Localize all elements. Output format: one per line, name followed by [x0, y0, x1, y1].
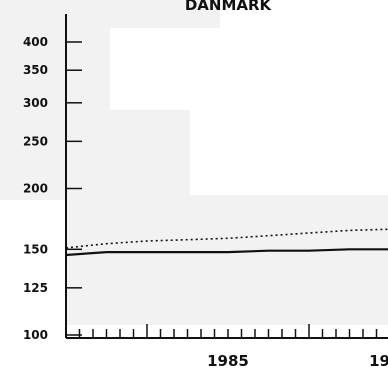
chart-title: DANMARK	[185, 0, 273, 14]
y-tick-label-200: 200	[23, 182, 48, 196]
y-tick-label-150: 150	[23, 242, 48, 256]
y-tick-label-300: 300	[23, 96, 48, 110]
y-tick-label-100: 100	[23, 328, 48, 342]
x-axis: 1985198619871988	[65, 324, 388, 370]
y-axis: 100 125 150 200 250 300 350 400	[23, 14, 82, 342]
y-tick-label-400: 400	[23, 35, 48, 49]
series-solid-line	[65, 248, 388, 257]
y-tick-label-350: 350	[23, 63, 48, 77]
scan-background	[0, 0, 388, 325]
x-tick-label-1986: 1986	[369, 352, 388, 370]
series-layer	[65, 228, 388, 257]
y-tick-label-125: 125	[23, 281, 48, 295]
y-tick-label-250: 250	[23, 134, 48, 148]
x-tick-label-1985: 1985	[207, 352, 249, 370]
